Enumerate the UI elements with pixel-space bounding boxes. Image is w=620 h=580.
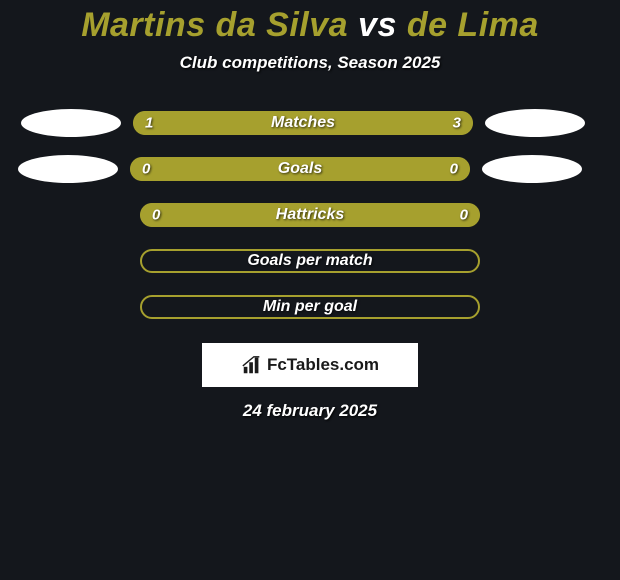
stat-value-right: 0	[450, 161, 458, 178]
left-ellipse	[21, 109, 121, 137]
bar-chart-icon	[241, 354, 263, 376]
stat-row: Min per goal	[0, 295, 620, 319]
comparison-infographic: Martins da Silva vs de Lima Club competi…	[0, 0, 620, 421]
stat-bar: 0 0 Hattricks	[140, 203, 480, 227]
right-ellipse	[485, 109, 585, 137]
stat-label: Matches	[271, 114, 335, 132]
stat-value-left: 0	[152, 207, 160, 224]
stat-value-right: 3	[453, 115, 461, 132]
stat-row: 0 0 Goals	[0, 157, 620, 181]
stat-bar: 1 3 Matches	[133, 111, 473, 135]
page-title: Martins da Silva vs de Lima	[0, 6, 620, 45]
stat-label: Goals per match	[247, 252, 372, 270]
stat-value-left: 0	[142, 161, 150, 178]
stat-row: 1 3 Matches	[0, 111, 620, 135]
stat-label: Min per goal	[263, 298, 357, 316]
vs-text: vs	[358, 6, 397, 44]
stat-label: Goals	[278, 160, 322, 178]
left-ellipse	[18, 155, 118, 183]
date-text: 24 february 2025	[0, 401, 620, 421]
logo-text: FcTables.com	[267, 355, 379, 375]
stat-value-left: 1	[145, 115, 153, 132]
player1-name: Martins da Silva	[81, 6, 348, 44]
stat-bar: 0 0 Goals	[130, 157, 470, 181]
stat-bar: Min per goal	[140, 295, 480, 319]
subtitle: Club competitions, Season 2025	[0, 53, 620, 73]
right-ellipse	[482, 155, 582, 183]
stat-rows: 1 3 Matches 0 0 Goals 0 0 Hattricks Goals per mat…	[0, 111, 620, 319]
stat-value-right: 0	[460, 207, 468, 224]
stat-row: Goals per match	[0, 249, 620, 273]
player2-name: de Lima	[407, 6, 539, 44]
logo-box: FcTables.com	[202, 343, 418, 387]
stat-bar: Goals per match	[140, 249, 480, 273]
stat-row: 0 0 Hattricks	[0, 203, 620, 227]
stat-label: Hattricks	[276, 206, 344, 224]
